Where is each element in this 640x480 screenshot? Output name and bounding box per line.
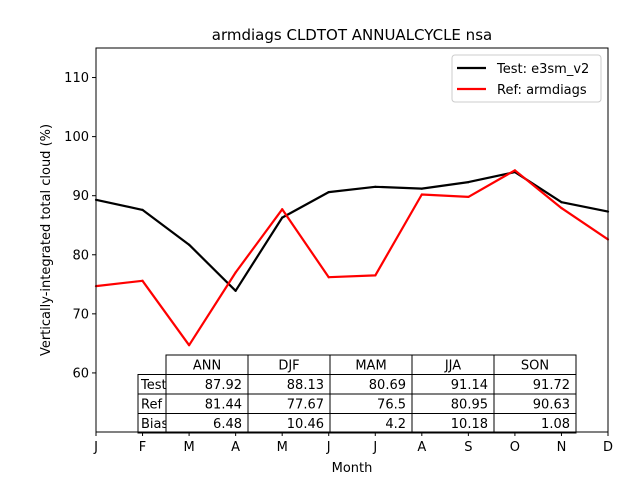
x-tick-label: M (277, 440, 288, 455)
x-tick-label: M (183, 440, 194, 455)
x-tick-label: J (93, 440, 98, 455)
x-tick-label: D (603, 440, 613, 455)
legend-label: Ref: armdiags (497, 83, 587, 98)
data-point-s0-7 (420, 187, 423, 190)
data-point-s0-2 (187, 243, 191, 246)
data-point-s1-7 (420, 193, 423, 196)
table-row-label: Ref (141, 398, 162, 413)
data-point-s0-5 (327, 191, 330, 194)
y-tick-label: 110 (64, 71, 89, 86)
x-tick-label: O (510, 440, 520, 455)
data-point-s1-6 (374, 274, 377, 277)
table-cell-value: 81.44 (205, 398, 242, 413)
table-cell-value: 10.18 (451, 417, 488, 432)
table-cell-value: 76.5 (377, 398, 406, 413)
data-point-s0-1 (141, 208, 144, 211)
data-point-s0-8 (467, 181, 470, 184)
y-tick-label: 70 (72, 307, 89, 322)
table-row-label: Test (140, 378, 167, 393)
table-cell-value: 91.72 (533, 378, 570, 393)
table-cell-value: 1.08 (541, 417, 570, 432)
y-tick-label: 60 (72, 366, 89, 381)
y-tick-label: 100 (64, 130, 89, 145)
table-cell-value: 4.2 (385, 417, 406, 432)
table-cell-value: 90.63 (533, 398, 570, 413)
x-tick-label: S (464, 440, 472, 455)
data-point-s1-9 (513, 169, 517, 172)
y-tick-label: 90 (72, 189, 89, 204)
table-column-header: JJA (444, 359, 461, 374)
y-axis-title: Vertically-integrated total cloud (%) (39, 124, 54, 356)
x-tick-label: J (326, 440, 331, 455)
chart-title: armdiags CLDTOT ANNUALCYCLE nsa (212, 26, 492, 44)
data-point-s1-5 (327, 276, 330, 279)
x-tick-label: A (231, 440, 240, 455)
table-cell-value: 91.14 (451, 378, 488, 393)
x-tick-label: J (372, 440, 377, 455)
table-cell-value: 88.13 (287, 378, 324, 393)
data-point-s0-4 (281, 216, 284, 219)
data-point-s1-2 (187, 344, 191, 347)
series-line-0 (95, 171, 609, 292)
x-axis-title: Month (332, 461, 373, 476)
table-cell-value: 80.95 (451, 398, 488, 413)
table-cell-value: 80.69 (369, 378, 406, 393)
legend-box (451, 54, 602, 103)
series-line-1 (95, 169, 609, 347)
data-point-s1-8 (467, 195, 470, 198)
data-point-s1-3 (234, 271, 237, 274)
data-point-s0-6 (374, 185, 377, 188)
data-point-s1-10 (560, 206, 563, 210)
data-point-s0-3 (234, 289, 237, 292)
table-cell-value: 77.67 (287, 398, 324, 413)
data-point-s1-4 (281, 208, 284, 211)
data-point-s1-1 (141, 279, 144, 282)
table-column-header: SON (521, 359, 549, 374)
y-tick-label: 80 (72, 248, 89, 263)
table-column-header: MAM (355, 359, 386, 374)
table-cell-value: 87.92 (205, 378, 242, 393)
table-column-header: DJF (278, 359, 299, 374)
x-tick-label: N (557, 440, 567, 455)
table-cell-value: 10.46 (287, 417, 324, 432)
table-cell (493, 413, 577, 434)
legend-label: Test: e3sm_v2 (496, 62, 589, 77)
table-column-header: ANN (193, 359, 221, 374)
x-tick-label: F (139, 440, 146, 455)
table-row-label: Bias (141, 417, 168, 432)
data-point-s0-10 (560, 201, 563, 204)
plot-frame (95, 47, 609, 433)
x-tick-label: A (417, 440, 426, 455)
table-cell-value: 6.48 (213, 417, 242, 432)
